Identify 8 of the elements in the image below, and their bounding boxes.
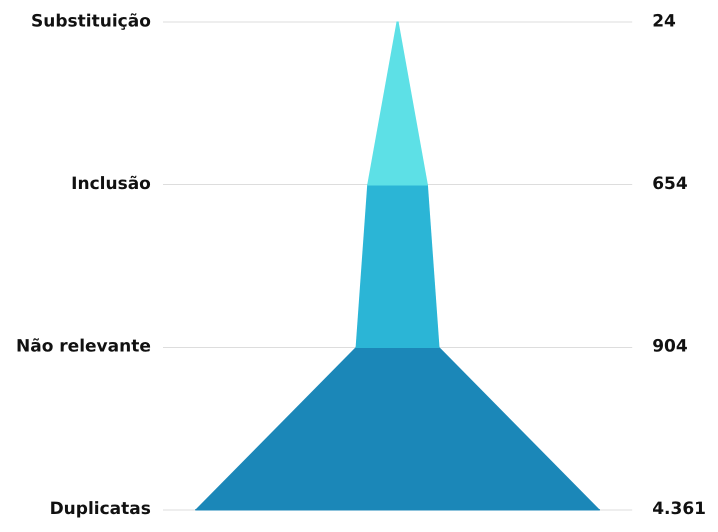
category-label: Não relevante	[16, 336, 151, 357]
data-label: 904	[652, 336, 688, 357]
data-label: 24	[652, 12, 676, 32]
data-label: 654	[652, 174, 688, 194]
category-label: Substituição	[31, 12, 151, 32]
data-label: 4.361	[652, 499, 706, 520]
category-label: Inclusão	[71, 174, 151, 194]
category-label: Duplicatas	[50, 499, 151, 520]
